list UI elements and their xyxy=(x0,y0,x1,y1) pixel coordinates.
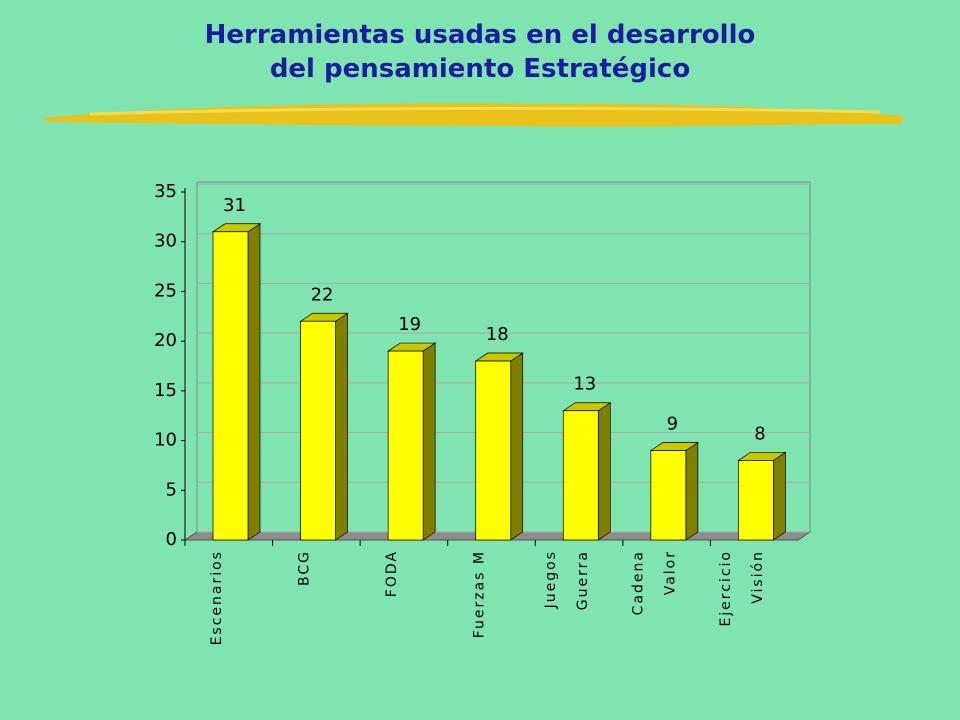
brush-highlight xyxy=(89,106,881,116)
bar-side xyxy=(335,312,348,541)
x-tick-label: Visión xyxy=(750,550,766,604)
value-label: 31 xyxy=(223,195,246,216)
value-label: 19 xyxy=(398,314,421,335)
bar xyxy=(737,451,787,541)
bar xyxy=(211,223,262,541)
bar-side xyxy=(597,402,611,541)
bar-front xyxy=(475,360,512,541)
x-tick-label: Juegos xyxy=(543,550,559,609)
x-tick-label: Valor xyxy=(663,550,679,595)
y-tick-label: 20 xyxy=(154,330,177,351)
bar xyxy=(474,352,524,541)
bar-front xyxy=(387,350,424,541)
value-label: 8 xyxy=(754,423,765,444)
bar-front xyxy=(650,450,687,541)
y-tick-label: 5 xyxy=(166,479,177,500)
x-tick-label: Cadena xyxy=(631,550,647,615)
value-label: 18 xyxy=(486,324,509,345)
y-tick-label: 30 xyxy=(154,231,177,252)
bar-front xyxy=(212,231,249,541)
value-label: 22 xyxy=(311,284,334,305)
brush-stroke xyxy=(40,103,905,127)
x-tick-label: Escenarios xyxy=(209,550,225,645)
y-tick-label: 15 xyxy=(154,380,177,401)
bar-side xyxy=(247,223,261,541)
bar-front xyxy=(300,320,336,541)
x-tick-label: FODA xyxy=(384,550,400,597)
bar xyxy=(649,441,700,541)
y-tick-label: 25 xyxy=(154,280,177,301)
bar-side xyxy=(773,451,786,541)
y-tick-label: 35 xyxy=(154,181,177,202)
bar-side xyxy=(422,342,436,541)
value-label: 13 xyxy=(573,374,596,395)
value-label: 9 xyxy=(667,414,678,435)
x-tick-label: Guerra xyxy=(575,550,591,610)
bar xyxy=(562,402,612,541)
y-tick-label: 10 xyxy=(154,430,177,451)
bar-side xyxy=(685,441,699,541)
x-tick-label: Fuerzas M xyxy=(472,550,488,638)
x-tick-label: BCG xyxy=(296,550,312,586)
bar xyxy=(386,342,437,541)
y-tick-label: 0 xyxy=(166,529,177,550)
bar xyxy=(299,312,349,541)
bar-front xyxy=(738,460,774,541)
bar-front xyxy=(562,410,599,541)
chart-title: Herramientas usadas en el desarrollo del… xyxy=(204,20,756,84)
bar-side xyxy=(510,352,524,541)
x-tick-label: Ejercicio xyxy=(718,550,734,627)
